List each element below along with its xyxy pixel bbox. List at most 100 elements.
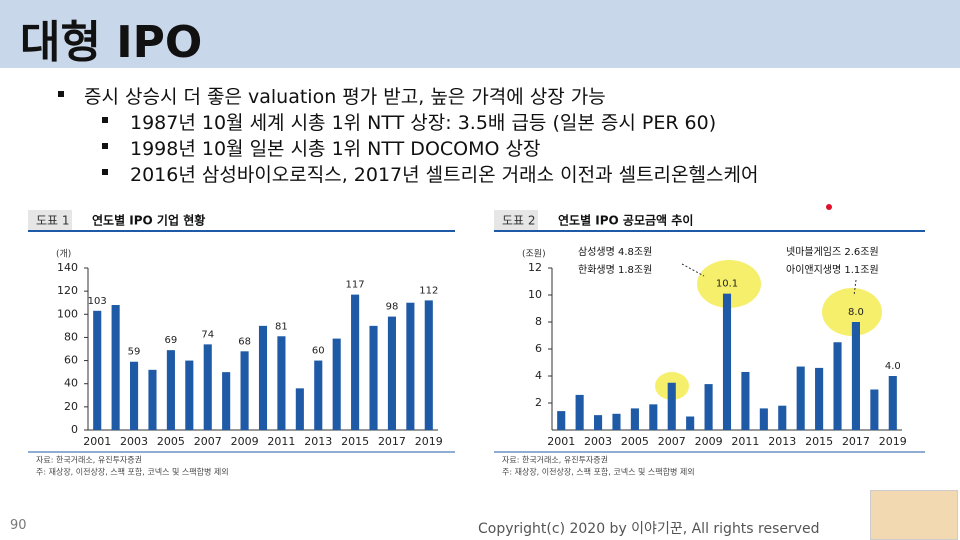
bar — [815, 367, 824, 430]
x-tick-label: 2017 — [842, 435, 870, 448]
charts: 도표 1 연도별 IPO 기업 현황 (개) 자료: 한국거래소, 유진투자증권… — [28, 204, 925, 477]
value-label: 60 — [312, 346, 325, 357]
bar — [722, 293, 732, 430]
x-tick-label: 2011 — [731, 435, 759, 448]
y-tick-label: 40 — [64, 377, 78, 390]
chart-title: 연도별 IPO 기업 현황 — [92, 213, 205, 228]
y-tick-label: 6 — [535, 342, 542, 355]
x-tick-label: 2017 — [378, 435, 406, 448]
bar — [314, 360, 323, 430]
sub-bullet: 1998년 10월 일본 시총 1위 NTT DOCOMO 상장 — [101, 134, 540, 161]
bar — [851, 322, 860, 430]
x-tick-label: 2005 — [621, 435, 649, 448]
bar — [387, 316, 396, 430]
x-tick-label: 2009 — [695, 435, 723, 448]
x-tick-label: 2015 — [341, 435, 369, 448]
y-tick-label: 8 — [535, 315, 542, 328]
bar — [351, 294, 360, 430]
chart-title: 연도별 IPO 공모금액 추이 — [558, 213, 693, 228]
x-tick-label: 2009 — [231, 435, 259, 448]
y-tick-label: 140 — [57, 261, 78, 274]
x-tick-label: 2015 — [805, 435, 833, 448]
sub-bullet: 1987년 10월 세계 시총 1위 NTT 상장: 3.5배 급등 (일본 증… — [101, 108, 716, 135]
header-band: 대형 IPO — [0, 0, 960, 68]
y-tick-label: 4 — [535, 369, 542, 382]
value-label: 8.0 — [848, 307, 864, 318]
value-label: 59 — [128, 347, 141, 358]
bar — [759, 408, 768, 430]
value-label: 112 — [419, 285, 438, 296]
bar — [741, 371, 750, 430]
value-label: 10.1 — [716, 279, 738, 290]
bar — [277, 336, 286, 430]
bar — [594, 415, 603, 430]
chart-label: 도표 1 — [36, 214, 70, 228]
annotation-arrow — [853, 279, 857, 297]
value-label: 68 — [238, 336, 251, 347]
bullet: 증시 상승시 더 좋은 valuation 평가 받고, 높은 가격에 상장 가… — [58, 82, 606, 109]
annotation: 아이앤지생명 1.1조원 — [786, 264, 879, 276]
value-label: 98 — [386, 302, 399, 313]
y-tick-label: 2 — [535, 396, 542, 409]
sub-bullet: 2016년 삼성바이오로직스, 2017년 셀트리온 거래소 이전과 셀트리온헬… — [101, 160, 758, 187]
x-tick-label: 2001 — [83, 435, 111, 448]
presenter-avatar — [870, 490, 958, 540]
x-tick-label: 2019 — [415, 435, 443, 448]
x-tick-label: 2001 — [547, 435, 575, 448]
x-tick-label: 2013 — [768, 435, 796, 448]
bar — [332, 338, 341, 430]
footnote: 주: 재상장, 이전상장, 스팩 포함, 코넥스 및 스팩합병 제외 — [36, 467, 229, 477]
y-tick-label: 10 — [528, 288, 542, 301]
highlight — [697, 260, 761, 308]
annotation: 한화생명 1.8조원 — [578, 264, 652, 276]
footnote: 주: 재상장, 이전상장, 스팩 포함, 코넥스 및 스팩합병 제외 — [502, 467, 695, 477]
bar — [130, 361, 139, 430]
bar — [870, 389, 879, 430]
source-note: 자료: 한국거래소, 유진투자증권 — [36, 455, 142, 465]
bar — [406, 302, 415, 430]
bar — [796, 366, 805, 430]
annotation-arrow — [681, 263, 705, 277]
x-tick-label: 2003 — [120, 435, 148, 448]
annotation: 넷마블게임즈 2.6조원 — [786, 245, 879, 258]
bar — [557, 411, 566, 430]
x-tick-label: 2005 — [157, 435, 185, 448]
bar — [185, 360, 194, 430]
value-label: 103 — [88, 296, 107, 307]
bar — [424, 300, 433, 430]
pointer-dot — [826, 204, 832, 210]
bar — [240, 351, 249, 430]
bar — [630, 408, 639, 430]
bar — [778, 405, 787, 430]
value-label: 4.0 — [885, 361, 901, 372]
bar — [166, 350, 175, 430]
chart-label-box — [494, 210, 538, 230]
unit-label: (조원) — [522, 249, 546, 260]
y-tick-label: 12 — [528, 261, 542, 274]
y-tick-label: 80 — [64, 330, 78, 343]
x-tick-label: 2003 — [584, 435, 612, 448]
bar — [667, 382, 676, 430]
chart-label-box — [28, 210, 72, 230]
bar — [704, 384, 713, 430]
y-tick-label: 20 — [64, 400, 78, 413]
bar — [148, 369, 157, 430]
slide-title: 대형 IPO — [20, 17, 203, 68]
y-tick-label: 60 — [64, 354, 78, 367]
value-label: 69 — [165, 335, 178, 346]
value-label: 81 — [275, 321, 288, 332]
bar — [649, 404, 658, 430]
value-label: 117 — [346, 280, 365, 291]
bar — [222, 372, 231, 430]
bar — [686, 416, 695, 430]
bar — [203, 344, 212, 430]
bar — [575, 394, 584, 430]
bar — [833, 342, 842, 430]
bar — [612, 413, 621, 430]
value-label: 74 — [201, 329, 214, 340]
bar — [111, 305, 120, 430]
y-tick-label: 100 — [57, 307, 78, 320]
annotation: 삼성생명 4.8조원 — [578, 246, 652, 258]
x-tick-label: 2007 — [658, 435, 686, 448]
